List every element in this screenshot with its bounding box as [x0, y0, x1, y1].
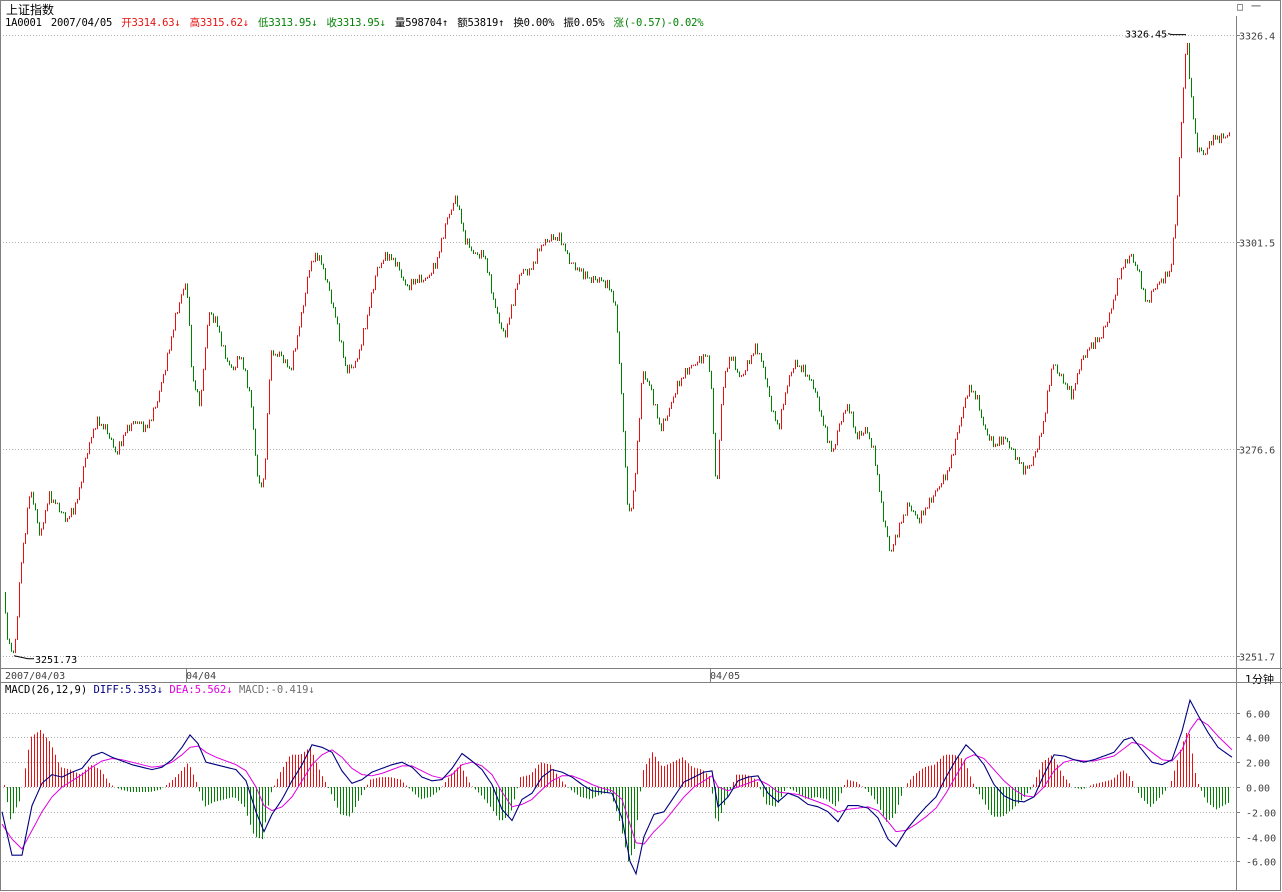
- minimize-icon[interactable]: 一: [1251, 2, 1261, 13]
- low-price-label: 3251.73: [35, 655, 77, 666]
- amplitude-quote: 振0.05%: [563, 17, 605, 29]
- down-arrow-icon: ↓: [308, 684, 315, 696]
- macd-tick-label: -4.00: [1246, 834, 1276, 845]
- low-marker-line: [13, 655, 34, 660]
- quote-date: 2007/04/05: [50, 17, 113, 29]
- down-arrow-icon: ↓: [379, 17, 386, 29]
- macd-tick-label: 6.00: [1246, 710, 1270, 721]
- volume-quote: 量598704↑: [394, 17, 449, 29]
- price-tick-label: 3301.5: [1239, 239, 1275, 250]
- turnover-quote: 换0.00%: [513, 17, 555, 29]
- quote-info-bar: 1A0001 2007/04/05 开3314.63↓ 高3315.62↓ 低3…: [5, 15, 706, 30]
- macd-tick-label: -6.00: [1246, 858, 1276, 869]
- index-title: 上证指数: [6, 3, 55, 17]
- open-quote: 开3314.63↓: [121, 17, 181, 29]
- diff-value: DIFF:5.353↓: [93, 684, 164, 696]
- macd-tick-label: -2.00: [1246, 809, 1276, 820]
- x-tick-label: 04/05: [710, 671, 740, 682]
- macd-tick-label: 4.00: [1246, 734, 1270, 745]
- up-arrow-icon: ↑: [441, 17, 449, 29]
- price-tick-label: 3326.4: [1239, 32, 1275, 43]
- macd-header: MACD(26,12,9) DIFF:5.353↓ DEA:5.562↓ MAC…: [5, 684, 315, 696]
- x-tick-label: 04/04: [186, 671, 216, 682]
- diff-line: [1, 698, 1233, 876]
- dea-line: [1, 718, 1233, 850]
- amount-quote: 额53819↑: [457, 17, 505, 29]
- down-arrow-icon: ↓: [311, 17, 318, 29]
- price-tick-label: 3251.7: [1239, 653, 1275, 664]
- down-arrow-icon: ↓: [174, 17, 181, 29]
- high-marker-line: [1167, 33, 1186, 36]
- restore-icon[interactable]: □: [1236, 2, 1244, 13]
- index-code: 1A0001: [5, 17, 42, 29]
- down-arrow-icon: ↓: [226, 684, 233, 696]
- macd-tick-label: 2.00: [1246, 759, 1270, 770]
- close-quote: 收3313.95↓: [326, 17, 386, 29]
- price-tick-label: 3276.6: [1239, 446, 1275, 457]
- high-quote: 高3315.62↓: [189, 17, 250, 29]
- macd-name: MACD(26,12,9): [5, 684, 88, 696]
- x-tick-label: 2007/04/03: [5, 671, 65, 682]
- high-price-label: 3326.45: [1125, 30, 1167, 41]
- dea-value: DEA:5.562↓: [169, 684, 233, 696]
- up-arrow-icon: ↑: [498, 17, 505, 29]
- down-arrow-icon: ↓: [156, 684, 164, 696]
- down-arrow-icon: ↓: [242, 17, 249, 29]
- macd-value: MACD:-0.419↓: [238, 684, 315, 696]
- macd-tick-label: 0.00: [1246, 784, 1270, 795]
- low-quote: 低3313.95↓: [258, 17, 318, 29]
- change-quote: 涨(-0.57)-0.02%: [613, 17, 704, 29]
